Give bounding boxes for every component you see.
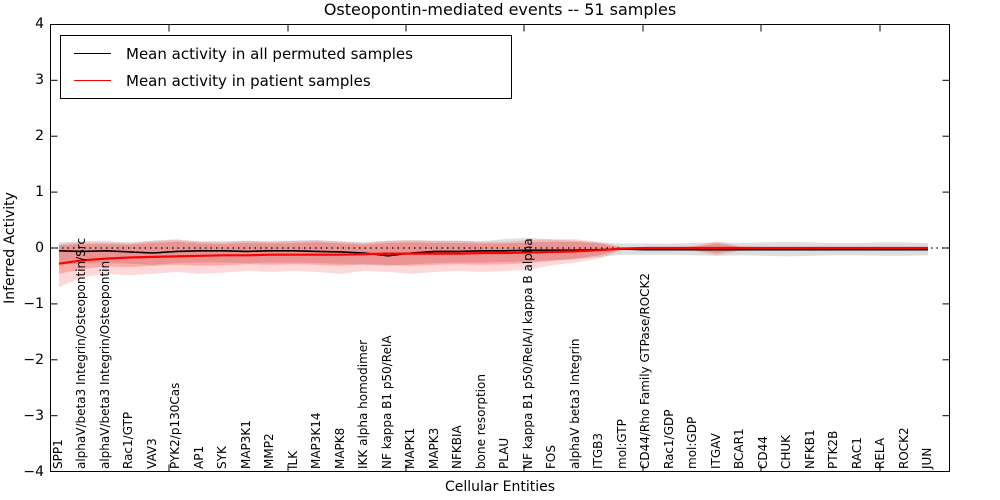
x-category-label: MMP2 [262,433,277,469]
legend-item-permuted: Mean activity in all permuted samples [61,40,511,67]
x-axis-label: Cellular Entities [444,479,556,495]
x-category-label: MAP3K14 [309,412,324,469]
x-category-label: CD44 [755,436,770,469]
x-category-label: bone resorption [473,374,488,469]
y-tick-label: −2 [23,352,44,368]
x-category-label: NFKBIA [450,425,465,469]
legend-line-swatch-patient [74,80,111,81]
x-category-label: MAPK1 [403,427,418,469]
x-category-label: NF kappa B1 p50/RelA/I kappa B alpha [520,238,535,469]
x-category-label: alphaV/beta3 Integrin/Osteopontin [97,260,112,469]
x-category-label: PLAU [497,437,512,469]
x-category-label: alphaV beta3 Integrin [567,338,582,469]
x-category-label: ITGB3 [591,432,606,469]
x-category-label: NFKB1 [802,429,817,469]
legend-item-patient: Mean activity in patient samples [61,67,511,94]
x-category-label: BCAR1 [732,428,747,469]
x-category-label: PYK2/p130Cas [168,382,183,469]
y-tick-label: 3 [35,72,44,88]
x-category-label: MAPK3 [426,427,441,469]
y-tick-label: 2 [35,128,44,144]
x-category-label: CHUK [779,434,794,469]
x-category-label: MAPK8 [332,427,347,469]
x-category-label: Rac1/GDP [661,409,676,469]
patient-mean-line [58,246,928,265]
x-category-label: RAC1 [849,437,864,469]
x-category-label: ITGAV [708,433,723,469]
y-tick-label: 4 [35,16,44,32]
x-category-label: mol:GTP [614,419,629,469]
y-tick-label: 0 [35,240,44,256]
x-category-label: NF kappa B1 p50/RelA [379,335,394,469]
x-category-label: JUN [920,447,934,469]
x-category-label: CD44/Rho Family GTPase/ROCK2 [638,272,653,469]
x-category-label: RELA [873,437,888,469]
chart-title: Osteopontin-mediated events -- 51 sample… [323,0,677,19]
x-category-label: mol:GDP [685,416,700,469]
legend-item-label: Mean activity in patient samples [126,71,371,90]
x-category-label: AP1 [191,445,206,469]
x-category-label: Rac1/GTP [121,411,136,469]
legend-item-label: Mean activity in all permuted samples [126,44,413,63]
x-category-label: FOS [544,445,559,469]
x-category-label: SPP1 [51,439,65,469]
x-category-label: MAP3K1 [238,420,253,469]
chart-canvas [51,25,949,471]
x-category-label: VAV3 [144,438,159,469]
x-category-label: SYK [215,446,230,469]
x-category-label: ROCK2 [896,427,911,469]
permuted-mean-line [58,248,928,257]
legend-line-swatch-permuted [74,53,111,54]
y-tick-label: −1 [23,296,44,312]
y-tick-label: −4 [23,464,44,480]
x-category-label: IKK alpha homodimer [356,339,371,469]
x-category-label: alphaV/beta3 Integrin/Osteopontin/Src [74,237,89,469]
y-tick-label: 1 [35,184,44,200]
x-category-label: ILK [285,450,300,469]
x-category-label: PTK2B [826,430,841,469]
legend: Mean activity in all permuted samples Me… [60,35,512,99]
y-tick-label: −3 [23,408,44,424]
